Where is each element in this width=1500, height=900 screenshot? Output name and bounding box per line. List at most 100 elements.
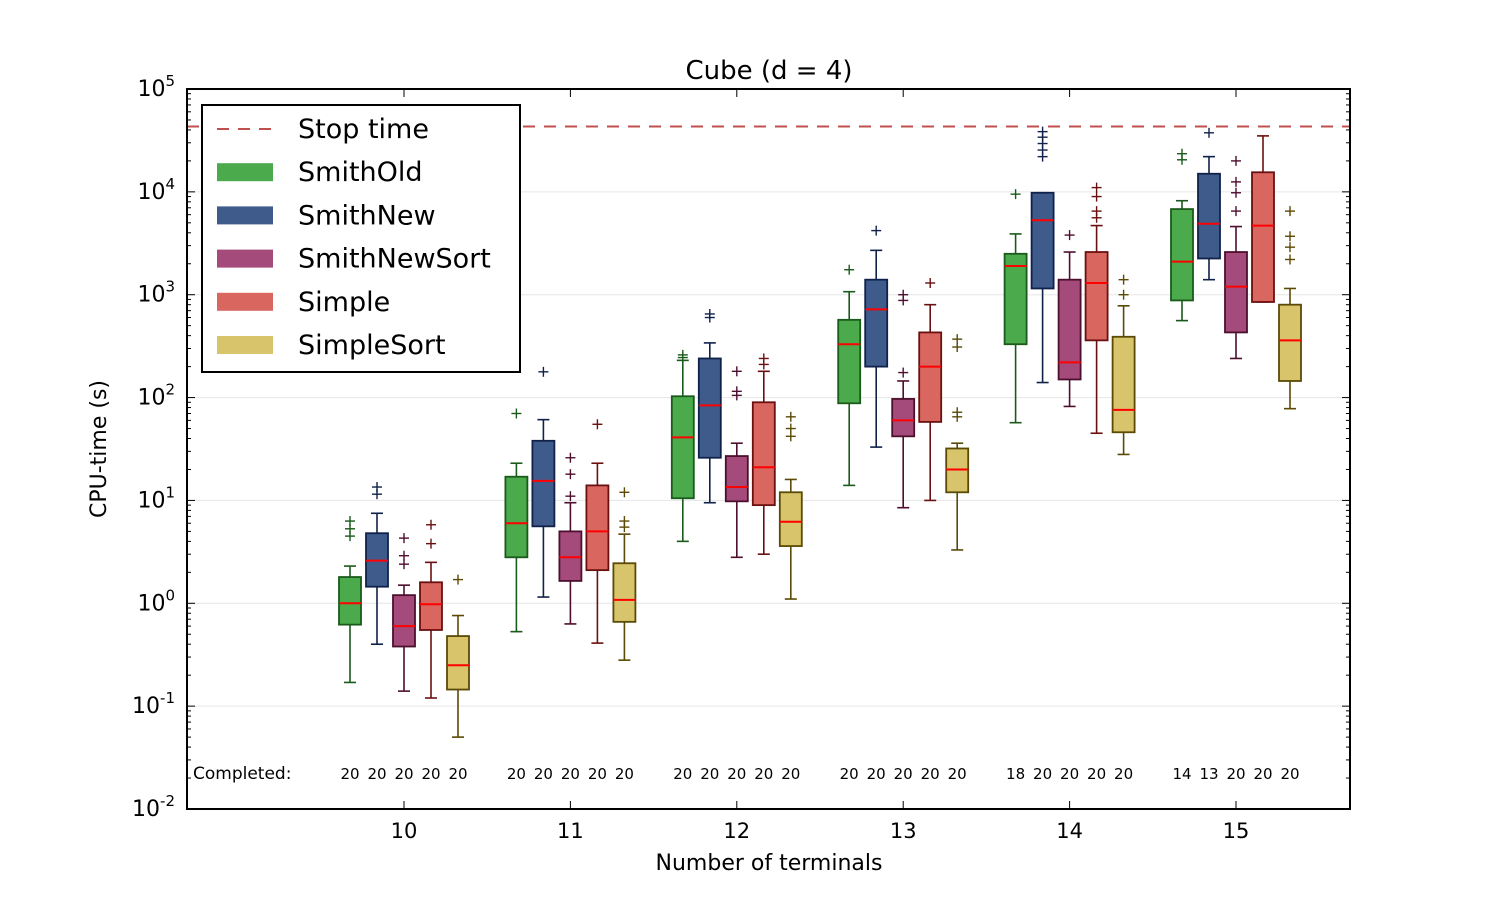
box-iqr <box>1170 208 1194 302</box>
y-tick-label: 10-2 <box>132 792 175 822</box>
legend-box <box>201 104 521 373</box>
completed-count: 20 <box>727 765 746 783</box>
completed-count: 20 <box>1114 765 1133 783</box>
box-iqr <box>1003 252 1028 346</box>
box-SmithNewSort-15 <box>1224 155 1248 360</box>
box-SmithNew-14 <box>1030 126 1055 384</box>
completed-label: Completed: <box>193 764 291 784</box>
box-SimpleSort-12 <box>778 411 803 600</box>
completed-count: 20 <box>367 765 386 783</box>
completed-count: 20 <box>394 765 413 783</box>
x-tick-label: 14 <box>1056 819 1083 843</box>
y-tick-label: 105 <box>137 72 175 102</box>
completed-count: 20 <box>867 765 886 783</box>
completed-count: 20 <box>948 765 967 783</box>
box-SmithNewSort-13 <box>891 289 916 509</box>
box-SmithOld-14 <box>1003 189 1028 424</box>
x-tick-label: 13 <box>890 819 917 843</box>
box-iqr <box>446 635 470 691</box>
box-iqr <box>1197 172 1221 260</box>
completed-count: 20 <box>1253 765 1272 783</box>
box-iqr <box>837 318 862 405</box>
x-tick-label: 15 <box>1223 819 1250 843</box>
plot-frame <box>186 88 1351 810</box>
completed-count: 20 <box>700 765 719 783</box>
box-iqr <box>751 401 776 507</box>
legend: Stop time SmithOld SmithNew SmithNewSort Sim… <box>201 104 521 373</box>
y-tick-label: 104 <box>137 175 175 205</box>
completed-count: 20 <box>1060 765 1079 783</box>
box-SmithOld-10 <box>338 516 362 684</box>
completed-count: 20 <box>1087 765 1106 783</box>
legend-label-SmithOld: SmithOld <box>298 157 423 188</box>
completed-count: 20 <box>781 765 800 783</box>
legend-label-SmithNew: SmithNew <box>298 200 436 231</box>
box-SmithOld-15 <box>1170 148 1194 322</box>
y-tick-label: 100 <box>137 586 175 616</box>
box-iqr <box>670 395 695 500</box>
box-iqr <box>1251 171 1275 303</box>
x-tick-label: 12 <box>723 819 750 843</box>
box-iqr <box>419 581 443 631</box>
box-SimpleSort-14 <box>1111 274 1136 456</box>
legend-swatch-Simple <box>217 292 273 311</box>
box-SmithNew-15 <box>1197 127 1221 281</box>
completed-count: 20 <box>840 765 859 783</box>
box-iqr <box>778 491 803 547</box>
legend-swatch-SmithOld <box>217 163 273 182</box>
box-Simple-13 <box>918 277 943 502</box>
box-SimpleSort-15 <box>1278 206 1302 410</box>
legend-swatch-SmithNew <box>217 206 273 225</box>
box-iqr <box>612 562 637 623</box>
completed-count: 20 <box>588 765 607 783</box>
completed-counts: Completed: 20 20 20 20 18 14 20 20 20 20 20 13 20 20 2… <box>193 764 1300 784</box>
x-tick-label: 11 <box>557 819 584 843</box>
box-Simple-10 <box>419 519 443 699</box>
box-iqr <box>338 576 362 626</box>
completed-count: 18 <box>1006 765 1025 783</box>
completed-count: 20 <box>448 765 467 783</box>
box-iqr <box>724 455 749 503</box>
completed-count: 20 <box>894 765 913 783</box>
box-SmithNewSort-10 <box>392 533 416 692</box>
completed-count: 20 <box>1226 765 1245 783</box>
box-iqr <box>558 530 583 582</box>
box-iqr <box>531 439 556 528</box>
box-plots <box>338 126 1302 738</box>
completed-count: 20 <box>1280 765 1299 783</box>
box-iqr <box>864 278 889 368</box>
box-iqr <box>1057 278 1082 381</box>
y-tick-label: 101 <box>137 483 175 513</box>
box-iqr <box>1224 251 1248 334</box>
box-SmithOld-12 <box>670 349 695 543</box>
box-SmithNewSort-12 <box>724 366 749 559</box>
completed-count: 20 <box>534 765 553 783</box>
box-SimpleSort-10 <box>446 574 470 738</box>
y-axis-label: CPU-time (s) <box>87 380 112 518</box>
box-SmithNew-10 <box>365 482 389 646</box>
legend-label-stop-time: Stop time <box>298 114 429 145</box>
box-SmithNewSort-11 <box>558 452 583 625</box>
completed-count: 14 <box>1172 765 1191 783</box>
legend-label-SimpleSort: SimpleSort <box>298 330 446 361</box>
box-iqr <box>585 484 610 572</box>
box-SmithNew-12 <box>697 308 722 504</box>
box-iqr <box>1278 303 1302 382</box>
legend-label-Simple: Simple <box>298 287 390 318</box>
box-iqr <box>504 475 529 559</box>
box-SimpleSort-11 <box>612 487 637 661</box>
box-iqr <box>392 594 416 648</box>
box-Simple-11 <box>585 419 610 644</box>
box-SmithOld-11 <box>504 408 529 633</box>
completed-count: 20 <box>673 765 692 783</box>
box-SmithNew-13 <box>864 225 889 448</box>
completed-count: 20 <box>421 765 440 783</box>
box-SmithOld-13 <box>837 264 862 487</box>
completed-count: 20 <box>615 765 634 783</box>
box-iqr <box>918 331 943 423</box>
x-tick-label: 10 <box>391 819 418 843</box>
legend-swatch-SmithNewSort <box>217 249 273 268</box>
box-iqr <box>697 357 722 459</box>
y-tick-label: 102 <box>137 381 175 411</box>
